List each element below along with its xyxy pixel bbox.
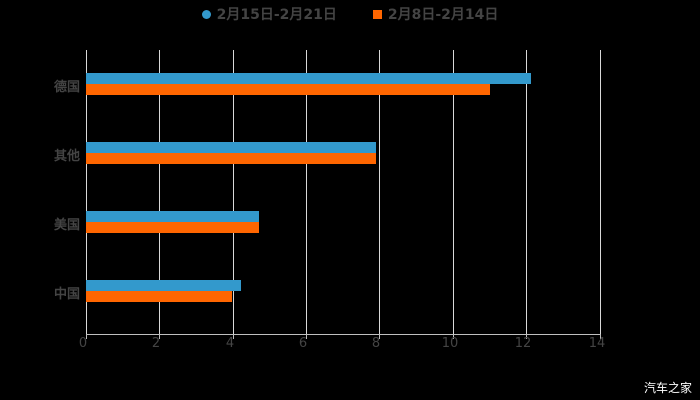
x-tick-label: 12 xyxy=(514,336,532,351)
x-tick xyxy=(600,334,601,339)
bar-china-series2[interactable] xyxy=(86,291,232,302)
x-tick xyxy=(233,334,234,339)
x-tick xyxy=(306,334,307,339)
gridline xyxy=(306,50,307,335)
category-label-usa: 美国 xyxy=(53,218,80,233)
x-tick-label: 14 xyxy=(588,336,606,351)
x-tick xyxy=(86,334,87,339)
x-tick xyxy=(453,334,454,339)
x-tick-label: 0 xyxy=(78,336,88,351)
x-tick xyxy=(379,334,380,339)
category-label-germany: 德国 xyxy=(53,80,80,95)
gridline xyxy=(600,50,601,335)
legend-label: 2月8日-2月14日 xyxy=(387,7,499,23)
gridline xyxy=(159,50,160,335)
watermark: 汽车之家 xyxy=(643,381,692,395)
x-tick-label: 6 xyxy=(298,336,308,351)
x-tick xyxy=(526,334,527,339)
bar-other-series1[interactable] xyxy=(86,142,376,153)
bar-usa-series2[interactable] xyxy=(86,222,259,233)
x-tick-label: 4 xyxy=(225,336,235,351)
legend-circle-icon xyxy=(201,9,211,19)
x-tick-label: 10 xyxy=(441,336,459,351)
x-tick-label: 2 xyxy=(151,336,161,351)
x-axis-line xyxy=(86,334,601,335)
bar-other-series2[interactable] xyxy=(86,153,376,164)
bar-china-series1[interactable] xyxy=(86,280,241,291)
legend-square-icon xyxy=(372,9,382,19)
legend-label: 2月15日-2月21日 xyxy=(216,7,337,23)
chart-legend: 2月15日-2月21日 2月8日-2月14日 xyxy=(0,4,700,24)
bar-germany-series2[interactable] xyxy=(86,84,490,95)
category-label-other: 其他 xyxy=(53,149,80,164)
bar-usa-series1[interactable] xyxy=(86,211,259,222)
legend-item-series1[interactable]: 2月15日-2月21日 xyxy=(201,4,337,24)
x-tick-label: 8 xyxy=(371,336,381,351)
gridline xyxy=(233,50,234,335)
bar-germany-series1[interactable] xyxy=(86,73,531,84)
gridline xyxy=(379,50,380,335)
gridline xyxy=(453,50,454,335)
category-label-china: 中国 xyxy=(53,287,80,302)
legend-item-series2[interactable]: 2月8日-2月14日 xyxy=(372,4,499,24)
gridline xyxy=(86,50,87,335)
gridline xyxy=(526,50,527,335)
x-tick xyxy=(159,334,160,339)
